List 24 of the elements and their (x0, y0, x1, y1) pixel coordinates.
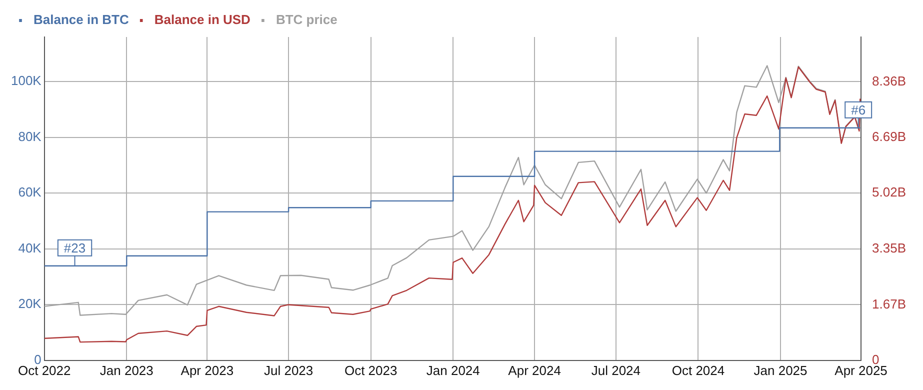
y-tick-label: 40K (18, 240, 42, 256)
x-tick-label: Jul 2024 (591, 362, 641, 378)
annotation: #6 (851, 102, 866, 118)
y2-tick-label: 5.02B (872, 184, 906, 200)
legend-label: BTC price (276, 12, 338, 28)
y-tick-label: 100K (10, 73, 42, 88)
x-tick-label: Jan 2024 (426, 362, 480, 378)
y2-tick-label: 8.36B (872, 73, 906, 88)
y2-tick-label: 6.69B (872, 128, 906, 144)
x-tick-label: Jan 2023 (100, 362, 154, 378)
y-tick-label: 80K (18, 128, 42, 144)
x-tick-label: Jul 2023 (264, 362, 314, 378)
annotation: #23 (64, 240, 86, 256)
x-tick-label: Oct 2024 (672, 362, 725, 378)
x-tick-label: Jan 2025 (754, 362, 808, 378)
x-tick-label: Oct 2023 (344, 362, 398, 378)
y2-tick-label: 1.67B (872, 296, 906, 312)
x-tick-label: Apr 2024 (508, 362, 561, 378)
y2-tick-label: 3.35B (872, 240, 906, 256)
legend-label: Balance in BTC (34, 12, 130, 28)
x-tick-label: Apr 2023 (180, 362, 234, 378)
y-tick-label: 60K (18, 184, 42, 200)
y-tick-label: 20K (18, 296, 42, 312)
legend-label: Balance in USD (154, 12, 250, 28)
